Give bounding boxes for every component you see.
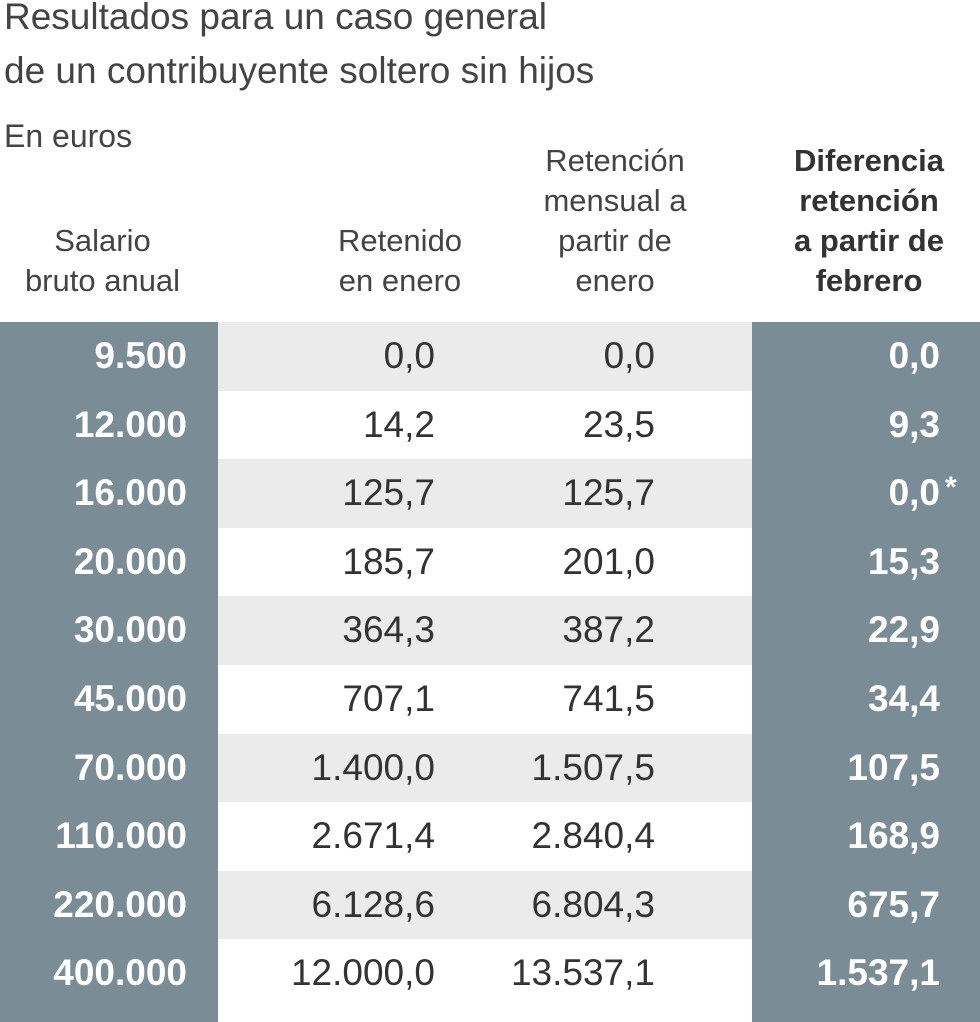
table-cell: 741,5	[562, 678, 655, 719]
table-cell: 675,7	[847, 883, 940, 925]
table-row: 20.000 185,7 201,0 15,3	[0, 528, 980, 597]
row-background	[218, 459, 752, 528]
table-cell: 34,4	[867, 678, 940, 719]
header-line: enero	[575, 263, 655, 298]
table-cell: 12.000	[73, 403, 187, 445]
table-cell: 125,7	[342, 472, 435, 514]
table-cell: 110.000	[55, 815, 187, 857]
header-line: retención	[799, 183, 939, 218]
header-line: Salario	[54, 223, 151, 258]
table-row: 30.000 364,3 387,2 22,9	[0, 596, 980, 665]
table-row: 70.000 1.400,0 1.507,5 107,5	[0, 733, 980, 803]
header-line: Retenido	[337, 223, 463, 258]
table-cell: 1.400,0	[311, 746, 435, 788]
table-cell: 364,3	[342, 609, 435, 651]
table-row: 220.000 6.128,6 6.804,3 675,7	[0, 870, 980, 940]
header-salario: Salario bruto anual	[0, 221, 205, 301]
table-cell: 1.537,1	[816, 952, 940, 994]
table-cell: 22,9	[867, 609, 940, 651]
table-cell: 13.537,1	[510, 952, 655, 994]
row-background	[218, 733, 752, 803]
table-cell: 6.804,3	[531, 883, 655, 925]
table-cell: 107,5	[847, 746, 940, 788]
table-cell: 220.000	[53, 883, 187, 925]
row-background	[218, 528, 752, 597]
table-cell: 70.000	[73, 746, 187, 788]
row-background	[218, 870, 752, 940]
title-line-1: Resultados para un caso general	[4, 0, 548, 37]
subtitle: En euros	[4, 118, 133, 154]
header-line: febrero	[815, 263, 923, 298]
header-line: a partir de	[794, 223, 944, 258]
table-cell: 125,7	[562, 472, 655, 514]
table-cell: 185,7	[342, 540, 435, 582]
table-cell: 6.128,6	[311, 883, 435, 925]
table-cell: 400.000	[53, 952, 187, 994]
table-cell: 0,0	[888, 472, 940, 514]
table-row: 12.000 14,2 23,5 9,3	[0, 391, 980, 460]
table-cell: 1.507,5	[531, 746, 655, 788]
row-background	[218, 665, 752, 734]
title-line-2: de un contribuyente soltero sin hijos	[4, 50, 595, 91]
table-row: 45.000 707,1 741,5 34,4	[0, 665, 980, 734]
row-background	[218, 802, 752, 871]
header-line: bruto anual	[24, 263, 181, 298]
highlight-column-salario	[0, 322, 218, 1022]
table-cell: 0,0	[603, 335, 655, 376]
table-cell: 16.000	[73, 472, 187, 514]
table-cell: 201,0	[562, 540, 655, 582]
table-row: 9.500 0,0 0,0 0,0	[0, 322, 980, 391]
header-retencion-mensual: Retención mensual a partir de enero	[510, 141, 720, 301]
table-cell: 12.000,0	[290, 952, 435, 994]
table-cell: 45.000	[73, 678, 187, 719]
table-cell: 2.840,4	[531, 815, 655, 857]
table-cell: 2.671,4	[311, 815, 435, 857]
table-cell: 707,1	[342, 678, 435, 719]
table-cell: 387,2	[562, 609, 655, 651]
table-cell: 14,2	[362, 403, 435, 445]
footnote-marker: *	[945, 471, 957, 505]
highlight-column-diferencia	[752, 322, 980, 1022]
table-cell: 15,3	[867, 540, 940, 582]
row-background	[218, 322, 752, 391]
header-line: partir de	[558, 223, 672, 258]
table-cell: 9.500	[94, 335, 187, 376]
table-row: 400.000 12.000,0 13.537,1 1.537,1	[0, 939, 980, 1008]
header-diferencia: Diferencia retención a partir de febrero	[762, 141, 976, 301]
header-line: en enero	[338, 263, 462, 298]
table-cell: 9,3	[888, 403, 940, 445]
header-line: Diferencia	[794, 143, 944, 178]
table-cell: 23,5	[582, 403, 655, 445]
table-row: 16.000 125,7 125,7 0,0 *	[0, 459, 980, 528]
row-background	[218, 391, 752, 460]
header-line: Retención	[545, 143, 685, 178]
table-cell: 0,0	[383, 335, 435, 376]
header-line: mensual a	[543, 183, 687, 218]
header-retenido: Retenido en enero	[310, 221, 490, 301]
table-cell: 168,9	[847, 815, 940, 857]
table-cell: 30.000	[73, 609, 187, 651]
table-cell: 0,0	[888, 335, 940, 376]
table-row: 110.000 2.671,4 2.840,4 168,9	[0, 802, 980, 871]
table-cell: 20.000	[73, 540, 187, 582]
row-background	[218, 596, 752, 665]
